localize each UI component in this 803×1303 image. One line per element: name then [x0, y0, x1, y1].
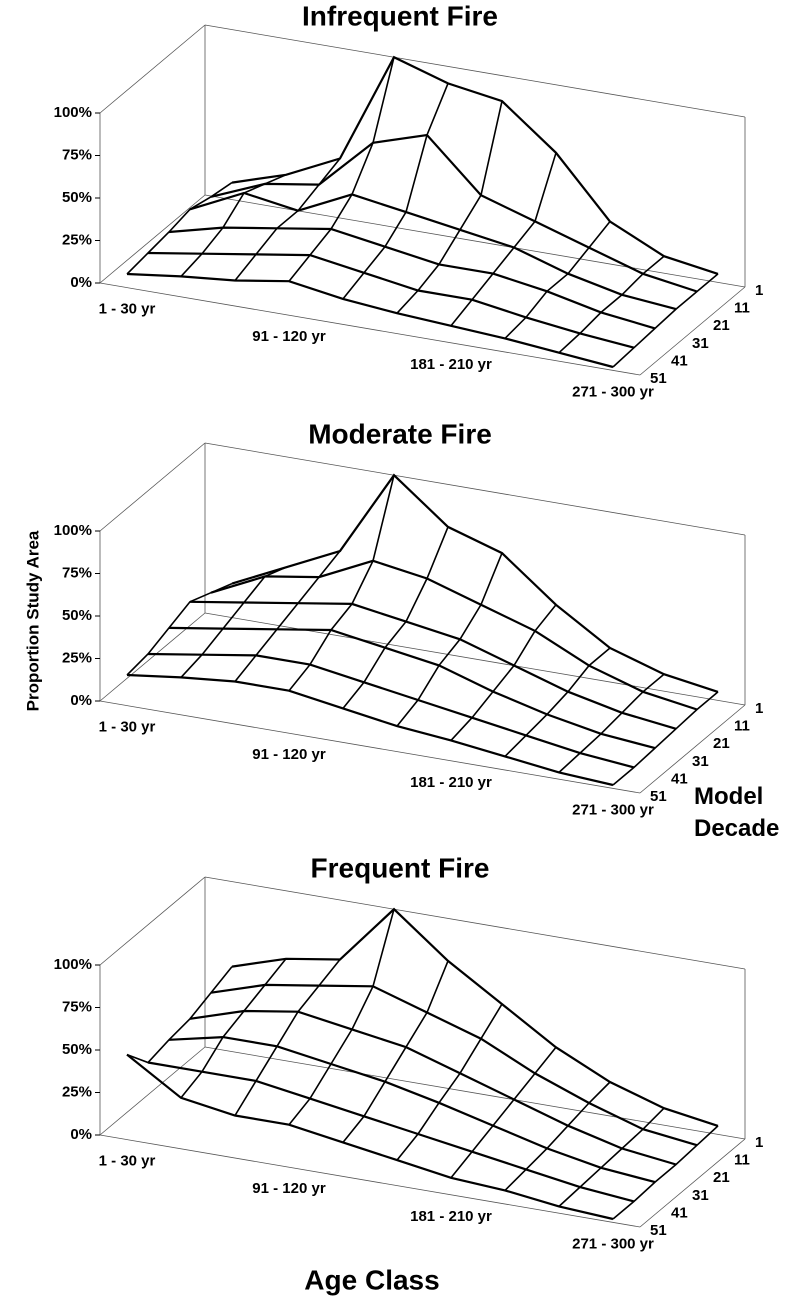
- wire-series: [169, 228, 655, 329]
- y-tick-label: 100%: [54, 104, 92, 121]
- chart-title: Moderate Fire: [308, 418, 492, 449]
- x-tick-label: 1 - 30 yr: [99, 719, 156, 736]
- wire-cross: [181, 175, 286, 277]
- figure: Infrequent Fire 0% 25% 50% 75% 100% 1 - 30 yr 9…: [0, 0, 803, 1303]
- x-tick-label: 1 - 30 yr: [99, 1153, 156, 1170]
- z-tick-label: 1: [755, 282, 763, 299]
- wall-edge: [205, 877, 745, 969]
- z-tick-label: 51: [650, 370, 667, 387]
- y-tick-label: 50%: [62, 189, 92, 206]
- wire-cross: [235, 159, 340, 281]
- wall-edge: [205, 443, 745, 535]
- y-tick-label: 50%: [62, 1041, 92, 1058]
- y-tick-label: 0%: [70, 274, 92, 291]
- wire-series: [190, 1011, 676, 1165]
- wire-series: [148, 253, 634, 348]
- floor-edge: [100, 613, 205, 701]
- y-tick-label: 25%: [62, 1083, 92, 1100]
- x-tick-label: 181 - 210 yr: [410, 774, 492, 791]
- y-tick-label: 50%: [62, 607, 92, 624]
- floor-edge: [100, 1047, 205, 1135]
- y-tick-label: 75%: [62, 146, 92, 163]
- z-tick-label: 31: [692, 1187, 709, 1204]
- x-tick-label: 91 - 120 yr: [252, 328, 326, 345]
- y-axis-label: Proportion Study Area: [23, 530, 42, 711]
- floor-edge: [100, 195, 205, 283]
- z-tick-label: 1: [755, 700, 763, 717]
- z-tick-label: 51: [650, 1222, 667, 1239]
- z-tick-label: 31: [692, 335, 709, 352]
- x-tick-label: 1 - 30 yr: [99, 301, 156, 318]
- y-tick-label: 25%: [62, 649, 92, 666]
- y-tick-label: 0%: [70, 692, 92, 709]
- x-axis-label: Age Class: [304, 1264, 439, 1295]
- z-tick-label: 11: [734, 300, 750, 317]
- z-tick-label: 21: [713, 1169, 730, 1186]
- y-tick-label: 25%: [62, 231, 92, 248]
- z-axis-label: Model Decade: [694, 783, 779, 842]
- x-tick-label: 271 - 300 yr: [572, 1235, 654, 1252]
- x-tick-label: 181 - 210 yr: [410, 1208, 492, 1225]
- y-tick-label: 75%: [62, 564, 92, 581]
- z-tick-label: 31: [692, 753, 709, 770]
- wire-series: [127, 1055, 613, 1219]
- floor-edge: [205, 195, 745, 287]
- y-tick-label: 100%: [54, 956, 92, 973]
- wire-cross: [235, 551, 340, 682]
- z-tick-label: 51: [650, 788, 667, 805]
- z-tick-label: 11: [734, 718, 750, 735]
- z-tick-label: 41: [671, 770, 688, 787]
- z-tick-label: 11: [734, 1152, 750, 1169]
- z-tick-label: 21: [713, 735, 730, 752]
- wall-edge: [100, 25, 205, 113]
- y-tick-label: 0%: [70, 1126, 92, 1143]
- z-tick-label: 21: [713, 317, 730, 334]
- z-tick-label: 41: [671, 1204, 688, 1221]
- chart-title: Frequent Fire: [311, 852, 490, 883]
- y-tick-label: 100%: [54, 522, 92, 539]
- wall-edge: [100, 443, 205, 531]
- wire-series: [211, 985, 697, 1145]
- y-tick-label: 75%: [62, 998, 92, 1015]
- chart-title: Infrequent Fire: [302, 0, 498, 31]
- z-tick-label: 1: [755, 1134, 763, 1151]
- wire-series: [211, 561, 697, 710]
- wire-cross: [613, 1126, 718, 1219]
- x-tick-label: 91 - 120 yr: [252, 746, 326, 763]
- x-tick-label: 271 - 300 yr: [572, 383, 654, 400]
- wall-edge: [205, 25, 745, 117]
- x-tick-label: 91 - 120 yr: [252, 1180, 326, 1197]
- x-tick-label: 181 - 210 yr: [410, 356, 492, 373]
- wall-edge: [100, 877, 205, 965]
- z-tick-label: 41: [671, 352, 688, 369]
- wire-series: [127, 675, 613, 785]
- wire-series: [190, 193, 676, 309]
- wire-series: [190, 602, 676, 729]
- x-tick-label: 271 - 300 yr: [572, 801, 654, 818]
- wire-cross: [343, 83, 448, 299]
